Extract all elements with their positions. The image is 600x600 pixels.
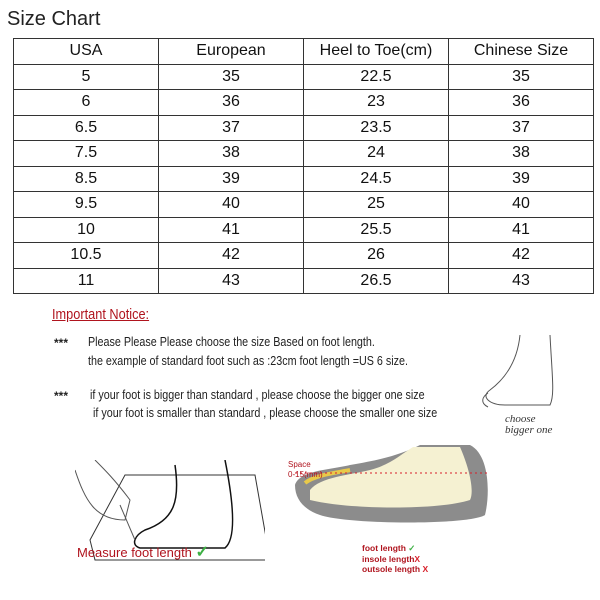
outsole-length-label: outsole length — [362, 564, 421, 574]
table-row: 8.5 39 24.5 39 — [13, 165, 594, 192]
space-range: 0-15(mm) — [288, 470, 323, 479]
table-cell: 43 — [448, 267, 594, 294]
table-cell: 6 — [13, 89, 159, 116]
table-row: 9.5 40 25 40 — [13, 191, 594, 218]
table-row: 11 43 26.5 43 — [13, 267, 594, 294]
table-cell: 40 — [158, 191, 304, 218]
table-cell: 25.5 — [303, 216, 449, 243]
table-cell: 5 — [13, 63, 159, 90]
foot-caption: choose bigger one — [505, 414, 552, 436]
foot-length-label: foot length — [362, 543, 406, 553]
table-cell: 38 — [448, 140, 594, 167]
caption-line: bigger one — [505, 424, 553, 436]
notice-line: if your foot is smaller than standard , … — [93, 406, 438, 420]
table-cell: 6.5 — [13, 114, 159, 141]
table-cell: 43 — [158, 267, 304, 294]
cross-icon: X — [422, 564, 429, 574]
bullet: *** — [54, 389, 69, 403]
table-cell: 35 — [158, 63, 304, 90]
table-row: 6.5 37 23.5 37 — [13, 114, 594, 141]
table-row: 5 35 22.5 35 — [13, 63, 594, 90]
outsole-length-row: outsole length X — [362, 564, 428, 575]
table-cell: 36 — [448, 89, 594, 116]
insole-length-row: insole lengthX — [362, 554, 428, 565]
notice-line: the example of standard foot such as :23… — [88, 354, 409, 368]
table-cell: 24.5 — [303, 165, 449, 192]
space-text: Space — [288, 460, 311, 469]
column-header: Heel to Toe(cm) — [303, 38, 449, 65]
measure-foot-illustration — [75, 460, 265, 561]
table-cell: 39 — [448, 165, 594, 192]
table-cell: 9.5 — [13, 191, 159, 218]
notice-line: if your foot is bigger than standard , p… — [90, 388, 425, 402]
table-cell: 36 — [158, 89, 304, 116]
table-cell: 22.5 — [303, 63, 449, 90]
table-cell: 42 — [448, 242, 594, 269]
table-row: 10 41 25.5 41 — [13, 216, 594, 243]
shoe-cross-section-illustration — [295, 445, 490, 523]
column-header: Chinese Size — [448, 38, 594, 65]
table-cell: 37 — [448, 114, 594, 141]
table-cell: 35 — [448, 63, 594, 90]
table-cell: 23.5 — [303, 114, 449, 141]
table-cell: 10 — [13, 216, 159, 243]
notice-line: Please Please Please choose the size Bas… — [88, 335, 375, 349]
size-chart-table: USA European Heel to Toe(cm) Chinese Size 5 3… — [13, 38, 594, 294]
table-cell: 38 — [158, 140, 304, 167]
table-cell: 39 — [158, 165, 304, 192]
table-cell: 10.5 — [13, 242, 159, 269]
measure-text: Measure foot length — [77, 545, 192, 560]
length-legend: foot length ✓ insole lengthX outsole len… — [362, 543, 428, 575]
foot-side-illustration — [482, 335, 554, 408]
measure-label: Measure foot length ✓ — [77, 542, 209, 562]
table-cell: 8.5 — [13, 165, 159, 192]
table-cell: 7.5 — [13, 140, 159, 167]
check-icon: ✓ — [408, 543, 416, 553]
bullet: *** — [54, 336, 69, 350]
table-cell: 25 — [303, 191, 449, 218]
table-cell: 23 — [303, 89, 449, 116]
check-icon: ✓ — [195, 544, 209, 561]
table-cell: 42 — [158, 242, 304, 269]
table-cell: 26.5 — [303, 267, 449, 294]
cross-icon: X — [414, 553, 421, 564]
table-cell: 26 — [303, 242, 449, 269]
notice-heading: Important Notice: — [52, 306, 150, 323]
table-row: 10.5 42 26 42 — [13, 242, 594, 269]
column-header: European — [158, 38, 304, 65]
page-title: Size Chart — [7, 8, 101, 30]
table-cell: 41 — [448, 216, 594, 243]
insole-length-label: insole length — [362, 553, 415, 564]
table-cell: 24 — [303, 140, 449, 167]
table-cell: 37 — [158, 114, 304, 141]
table-cell: 11 — [13, 267, 159, 294]
table-cell: 41 — [158, 216, 304, 243]
table-row: 6 36 23 36 — [13, 89, 594, 116]
caption-line: choose — [505, 413, 536, 425]
space-label: Space 0-15(mm) — [288, 460, 323, 480]
foot-length-row: foot length ✓ — [362, 543, 428, 554]
table-row: 7.5 38 24 38 — [13, 140, 594, 167]
table-cell: 40 — [448, 191, 594, 218]
column-header: USA — [13, 38, 159, 65]
